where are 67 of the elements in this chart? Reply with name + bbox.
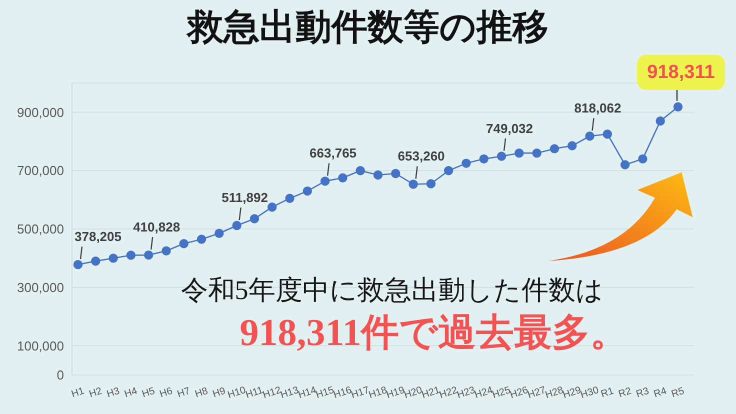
y-tick-label: 300,000 bbox=[17, 280, 64, 296]
point bbox=[444, 166, 454, 176]
point bbox=[638, 154, 648, 164]
x-tick-label: H6 bbox=[158, 386, 174, 400]
point bbox=[585, 132, 594, 141]
x-tick-label: H9 bbox=[211, 386, 228, 400]
point bbox=[179, 239, 188, 248]
data-label: 663,765 bbox=[310, 146, 357, 161]
data-label: 653,260 bbox=[398, 148, 445, 164]
point bbox=[462, 158, 471, 168]
point bbox=[568, 141, 577, 150]
point bbox=[656, 116, 665, 126]
point bbox=[320, 176, 330, 186]
point bbox=[232, 220, 242, 230]
point bbox=[391, 168, 400, 178]
chart-title: 救急出動件数等の推移 bbox=[188, 7, 548, 47]
point bbox=[162, 246, 171, 256]
point bbox=[214, 228, 224, 238]
y-tick-label: 700,000 bbox=[17, 163, 64, 178]
x-tick-label: R5 bbox=[670, 386, 686, 400]
point bbox=[408, 180, 418, 189]
point bbox=[602, 130, 612, 139]
point bbox=[496, 152, 506, 161]
x-tick-label: H2 bbox=[88, 386, 104, 400]
x-tick-label: R1 bbox=[600, 386, 616, 400]
x-tick-label: R4 bbox=[652, 386, 669, 400]
point bbox=[73, 260, 83, 270]
point bbox=[356, 166, 365, 176]
data-label: 818,062 bbox=[574, 100, 622, 116]
point bbox=[268, 202, 277, 212]
annotation: 令和5年度中に救急出動した件数は bbox=[180, 275, 604, 305]
x-tick-label: R2 bbox=[617, 386, 634, 400]
point bbox=[250, 214, 260, 224]
point bbox=[373, 170, 383, 180]
point bbox=[532, 148, 542, 158]
x-tick-label: H7 bbox=[176, 386, 192, 400]
point bbox=[550, 144, 560, 154]
point bbox=[620, 160, 630, 170]
x-tick-label: H1 bbox=[70, 386, 86, 400]
y-tick-label: 100,000 bbox=[17, 338, 64, 354]
data-label: 918,311 bbox=[647, 62, 716, 83]
data-label: 410,828 bbox=[133, 220, 180, 235]
point bbox=[108, 254, 118, 263]
y-tick-label: 900,000 bbox=[17, 104, 64, 120]
x-tick-label: H30 bbox=[579, 384, 601, 402]
data-label: 511,892 bbox=[222, 190, 268, 206]
x-tick-label: H3 bbox=[106, 386, 122, 400]
annotation: 918,311件で過去最多。 bbox=[240, 312, 628, 354]
x-tick-label: H4 bbox=[123, 386, 140, 400]
y-tick-label: 500,000 bbox=[17, 222, 64, 237]
data-label: 378,205 bbox=[74, 229, 122, 244]
point bbox=[514, 148, 524, 158]
point bbox=[479, 154, 488, 164]
data-label: 749,032 bbox=[486, 120, 534, 136]
point bbox=[338, 173, 348, 182]
point bbox=[673, 102, 683, 112]
x-tick-label: R3 bbox=[634, 386, 651, 400]
point bbox=[426, 179, 436, 188]
point bbox=[302, 186, 312, 196]
point bbox=[91, 256, 100, 266]
y-tick-label: 0 bbox=[56, 368, 64, 383]
point bbox=[144, 250, 154, 260]
x-tick-label: H8 bbox=[194, 386, 210, 400]
x-tick-label: H5 bbox=[140, 386, 157, 400]
point bbox=[126, 250, 136, 260]
point bbox=[285, 194, 294, 203]
point bbox=[196, 234, 206, 244]
